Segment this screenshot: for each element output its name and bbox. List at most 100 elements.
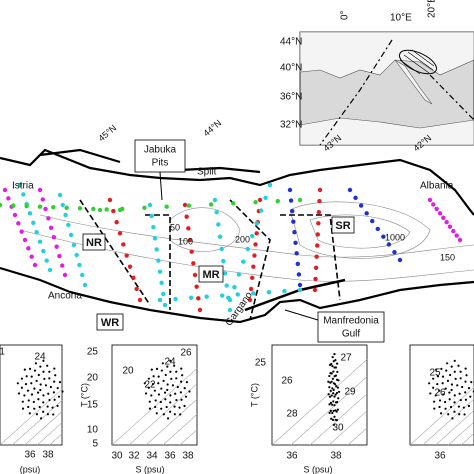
station: [184, 214, 189, 219]
lon-label: 10°E: [390, 13, 412, 24]
station: [12, 212, 18, 218]
station: [134, 286, 139, 292]
ts-point: [464, 380, 467, 383]
station: [194, 284, 199, 289]
x-tick-label: 36: [434, 451, 446, 462]
station: [313, 276, 318, 282]
ts-point: [32, 400, 35, 404]
station: [44, 258, 49, 263]
place-label: Jabuka: [144, 145, 177, 156]
ts-point: [465, 374, 468, 377]
ts-point: [331, 365, 334, 368]
station: [231, 201, 236, 206]
ts-point: [34, 362, 37, 365]
isopycnal: [49, 433, 63, 446]
station: [97, 207, 103, 213]
ts-point: [334, 374, 338, 377]
station: [156, 258, 161, 263]
density-label: 26: [434, 388, 446, 399]
ts-point: [174, 392, 177, 395]
inset-map: 44°N 40°N 36°N 32°N 0° 10°E 20°E: [280, 0, 474, 146]
ts-point: [165, 405, 168, 409]
isopycnal: [12, 400, 63, 446]
ts-point: [328, 411, 331, 414]
ts-point: [30, 393, 34, 396]
ts-point: [173, 413, 176, 416]
ts-point: [327, 393, 330, 396]
ts-point: [51, 406, 54, 409]
ts-point: [449, 405, 453, 409]
ts-point: [20, 386, 23, 389]
ts-point: [30, 382, 33, 385]
station: [41, 248, 46, 254]
ts-point: [453, 359, 456, 362]
ts-point: [332, 360, 335, 363]
station: [40, 197, 45, 202]
station: [236, 272, 242, 277]
ts-point: [21, 407, 25, 410]
ts-panels: 21 36 38 24 (psu) 25 20 15 10 5 30 32 34 36 38 26 20 22 24…: [0, 344, 474, 474]
ts-point: [184, 395, 188, 398]
region-label: MR: [202, 269, 219, 281]
station: [282, 288, 287, 294]
x-tick-label: 38: [42, 450, 54, 461]
station: [187, 237, 193, 243]
ts-point: [56, 404, 59, 408]
ts-point: [464, 367, 467, 370]
station: [19, 229, 24, 234]
region-boundary: [79, 199, 341, 321]
ts-point: [331, 418, 335, 421]
density-label: 25: [429, 368, 441, 379]
isopycnal: [422, 398, 474, 446]
isopycnal: [36, 422, 63, 446]
station: [381, 234, 386, 239]
station: [31, 220, 36, 225]
ts-point: [35, 379, 38, 382]
ts-point: [332, 423, 336, 427]
station: [251, 291, 256, 296]
station: [431, 202, 436, 207]
isopycnal: [309, 393, 368, 446]
ts-point: [160, 369, 163, 372]
ts-point: [447, 413, 450, 416]
ts-point: [453, 370, 456, 373]
ts-point: [169, 401, 172, 404]
station: [292, 230, 297, 235]
ts-point: [163, 391, 167, 394]
islands: [39, 148, 261, 174]
ts-point: [334, 366, 338, 369]
station: [212, 197, 218, 203]
station: [24, 203, 29, 209]
panel-frame: [271, 344, 368, 446]
lat-label: 44°N: [201, 118, 223, 139]
ts-point: [48, 398, 51, 402]
station: [51, 205, 56, 210]
ts-point: [33, 407, 36, 410]
isopycnal: [0, 388, 63, 446]
ts-point: [176, 385, 179, 389]
ts-point: [446, 362, 449, 365]
station: [161, 291, 166, 297]
ts-point: [183, 404, 186, 408]
ts-point: [464, 391, 467, 394]
ts-point: [328, 374, 331, 378]
ts-point: [175, 377, 178, 380]
coastline: [0, 148, 474, 216]
station: [252, 253, 257, 258]
station: [314, 254, 319, 259]
station: [288, 198, 294, 203]
station: [227, 297, 233, 303]
x-tick-label: 34: [146, 451, 158, 462]
inset-land: [299, 117, 474, 146]
ts-point: [327, 380, 330, 383]
ts-point: [47, 392, 50, 395]
region-box: [198, 265, 224, 283]
ts-point: [328, 403, 331, 406]
isopycnal: [435, 410, 474, 446]
contour-label: 1000: [385, 232, 405, 242]
station: [220, 293, 225, 298]
ts-point: [42, 394, 45, 397]
station: [47, 267, 53, 273]
station: [22, 237, 28, 243]
